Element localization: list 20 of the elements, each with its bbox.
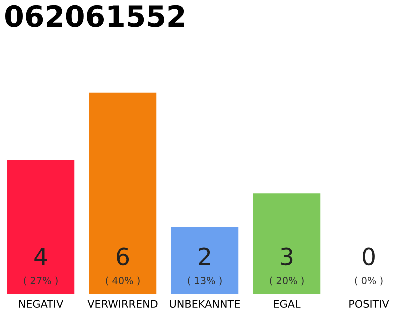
data-label: 3 [281, 248, 293, 266]
bar [171, 227, 239, 294]
x-tick-label: UNBEKANNTE [170, 300, 240, 308]
data-label: 0 [363, 248, 375, 266]
bar [253, 194, 321, 294]
data-label: 6 [117, 248, 130, 266]
x-tick-label: NEGATIV [19, 300, 64, 308]
chart-title: 062061552 [5, 5, 184, 28]
annotation: ( 27% ) [24, 276, 58, 286]
annotation: ( 20% ) [270, 276, 304, 286]
annotation: ( 0% ) [355, 276, 383, 286]
x-tick-label: EGAL [274, 300, 301, 308]
bar [7, 160, 75, 294]
x-tick-label: VERWIRREND [88, 300, 158, 308]
data-label: 2 [199, 248, 210, 266]
annotation: ( 40% ) [106, 276, 140, 286]
annotation: ( 13% ) [188, 276, 222, 286]
bar [89, 92, 157, 294]
data-label: 4 [34, 248, 48, 266]
x-tick-label: POSITIV [350, 300, 390, 308]
